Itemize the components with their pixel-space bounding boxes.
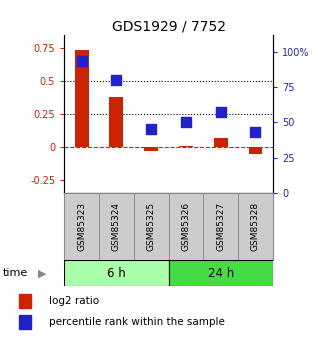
Text: ▶: ▶ [38, 268, 46, 278]
Text: GSM85323: GSM85323 [77, 202, 86, 252]
Point [253, 129, 258, 135]
Text: GSM85326: GSM85326 [181, 202, 190, 252]
Bar [19, 315, 31, 329]
Text: GSM85327: GSM85327 [216, 202, 225, 252]
Bar [144, 147, 158, 151]
Text: log2 ratio: log2 ratio [49, 296, 99, 306]
Bar [214, 138, 228, 147]
Bar [109, 97, 123, 147]
Bar [169, 260, 273, 286]
Bar [74, 50, 89, 147]
Bar [169, 193, 203, 260]
Bar [134, 193, 169, 260]
Text: time: time [3, 268, 29, 278]
Title: GDS1929 / 7752: GDS1929 / 7752 [111, 19, 226, 33]
Bar [99, 193, 134, 260]
Bar [179, 146, 193, 147]
Text: 24 h: 24 h [208, 267, 234, 280]
Bar [203, 193, 238, 260]
Bar [248, 147, 263, 154]
Bar [64, 193, 99, 260]
Text: GSM85325: GSM85325 [147, 202, 156, 252]
Text: 6 h: 6 h [107, 267, 126, 280]
Point [218, 110, 223, 115]
Text: GSM85324: GSM85324 [112, 202, 121, 252]
Point [79, 59, 84, 64]
Bar [19, 294, 31, 308]
Point [149, 127, 154, 132]
Point [114, 77, 119, 82]
Bar [64, 260, 169, 286]
Bar [238, 193, 273, 260]
Point [183, 120, 188, 125]
Text: percentile rank within the sample: percentile rank within the sample [49, 317, 225, 327]
Text: GSM85328: GSM85328 [251, 202, 260, 252]
